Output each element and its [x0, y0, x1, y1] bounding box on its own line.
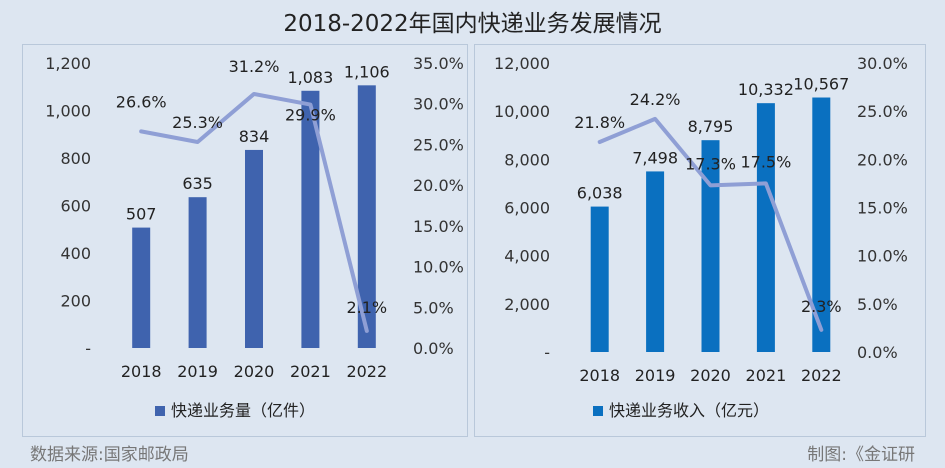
- panel-volume: - 200 400 600 800 1,000 1,200 0.0% 5.0% 10.0% 15.0…: [22, 44, 468, 437]
- chart-credit: 制图:《金证研: [807, 445, 915, 465]
- volume-category-label: 2019: [177, 362, 218, 381]
- volume-bar-2021: [301, 90, 320, 348]
- revenue-left-tick: 8,000: [504, 150, 550, 169]
- revenue-line-label: 17.3%: [685, 154, 736, 173]
- revenue-right-tick: 10.0%: [857, 247, 908, 266]
- volume-right-tick: 10.0%: [413, 258, 464, 277]
- volume-bar-label: 507: [126, 205, 157, 224]
- revenue-right-tick: 5.0%: [857, 295, 898, 314]
- volume-left-tick: 1,000: [45, 102, 91, 121]
- revenue-left-tick: 4,000: [504, 247, 550, 266]
- volume-bar-label: 834: [239, 127, 270, 146]
- volume-right-tick: 0.0%: [413, 339, 454, 358]
- volume-category-label: 2021: [290, 362, 331, 381]
- revenue-bar-label: 10,567: [793, 75, 849, 94]
- volume-legend-label: 快递业务量（亿件）: [171, 401, 315, 420]
- volume-category-label: 2018: [121, 362, 162, 381]
- volume-right-tick: 25.0%: [413, 135, 464, 154]
- volume-right-tick: 30.0%: [413, 95, 464, 114]
- revenue-bar-2019: [646, 171, 665, 352]
- data-source: 数据来源:国家邮政局: [30, 445, 189, 465]
- volume-line-label: 2.1%: [346, 298, 387, 317]
- volume-bar-2020: [245, 149, 263, 348]
- revenue-left-tick: -: [544, 343, 550, 362]
- revenue-right-tick: 15.0%: [857, 199, 908, 218]
- volume-legend-swatch: [155, 406, 165, 416]
- revenue-right-tick: 30.0%: [857, 54, 908, 73]
- revenue-bar-2020: [701, 140, 720, 352]
- revenue-category-label: 2021: [746, 366, 787, 385]
- volume-line-label: 29.9%: [285, 106, 336, 125]
- volume-line-label: 26.6%: [116, 92, 167, 111]
- revenue-bar-label: 6,038: [577, 184, 623, 203]
- volume-bar-label: 635: [182, 174, 213, 193]
- volume-left-tick: 600: [60, 197, 91, 216]
- revenue-chart: - 2,000 4,000 6,000 8,000 10,000 12,000 0.0% 5.0…: [494, 54, 908, 420]
- revenue-legend-label: 快递业务收入（亿元）: [609, 401, 769, 420]
- volume-bar-2022: [357, 85, 376, 348]
- revenue-bar-2022: [812, 97, 831, 352]
- volume-left-tick: 400: [60, 244, 91, 263]
- volume-growth-line: [139, 91, 369, 333]
- volume-line-label: 25.3%: [172, 113, 223, 132]
- volume-bar-label: 1,106: [344, 62, 390, 81]
- revenue-bar-2021: [756, 103, 775, 352]
- revenue-category-label: 2020: [690, 366, 731, 385]
- volume-left-tick: 800: [60, 149, 91, 168]
- volume-bar-2018: [132, 227, 151, 348]
- revenue-bar-2018: [590, 206, 609, 352]
- revenue-legend-swatch: [593, 406, 603, 416]
- revenue-left-tick: 10,000: [494, 102, 550, 121]
- revenue-left-tick: 12,000: [494, 54, 550, 73]
- volume-right-tick: 15.0%: [413, 217, 464, 236]
- volume-right-tick: 20.0%: [413, 176, 464, 195]
- revenue-category-label: 2022: [801, 366, 842, 385]
- revenue-bar-label: 7,498: [632, 148, 678, 167]
- revenue-bar-label: 8,795: [688, 117, 734, 136]
- revenue-category-label: 2018: [579, 366, 620, 385]
- revenue-line-label: 2.3%: [801, 297, 842, 316]
- revenue-left-tick: 6,000: [504, 199, 550, 218]
- volume-left-tick: 200: [60, 292, 91, 311]
- volume-right-tick: 5.0%: [413, 298, 454, 317]
- volume-left-tick: 1,200: [45, 54, 91, 73]
- chart-title: 2018-2022年国内快递业务发展情况: [283, 11, 662, 37]
- revenue-category-label: 2019: [635, 366, 676, 385]
- revenue-right-tick: 25.0%: [857, 102, 908, 121]
- volume-right-tick: 35.0%: [413, 54, 464, 73]
- volume-bar-label: 1,083: [287, 68, 333, 87]
- revenue-bar-label: 10,332: [738, 80, 794, 99]
- revenue-line-label: 21.8%: [574, 113, 625, 132]
- revenue-growth-line: [597, 116, 824, 332]
- volume-line-label: 31.2%: [229, 57, 280, 76]
- revenue-line-label: 24.2%: [630, 90, 681, 109]
- revenue-right-tick: 20.0%: [857, 150, 908, 169]
- volume-bar-2019: [188, 197, 207, 348]
- volume-chart: - 200 400 600 800 1,000 1,200 0.0% 5.0% 10.0% 15.0…: [45, 54, 464, 420]
- revenue-line-label: 17.5%: [740, 152, 791, 171]
- volume-category-label: 2022: [346, 362, 387, 381]
- panel-revenue: - 2,000 4,000 6,000 8,000 10,000 12,000 0.0% 5.0…: [474, 44, 926, 437]
- revenue-right-tick: 0.0%: [857, 343, 898, 362]
- volume-left-tick: -: [85, 339, 91, 358]
- revenue-left-tick: 2,000: [504, 295, 550, 314]
- volume-category-label: 2020: [234, 362, 275, 381]
